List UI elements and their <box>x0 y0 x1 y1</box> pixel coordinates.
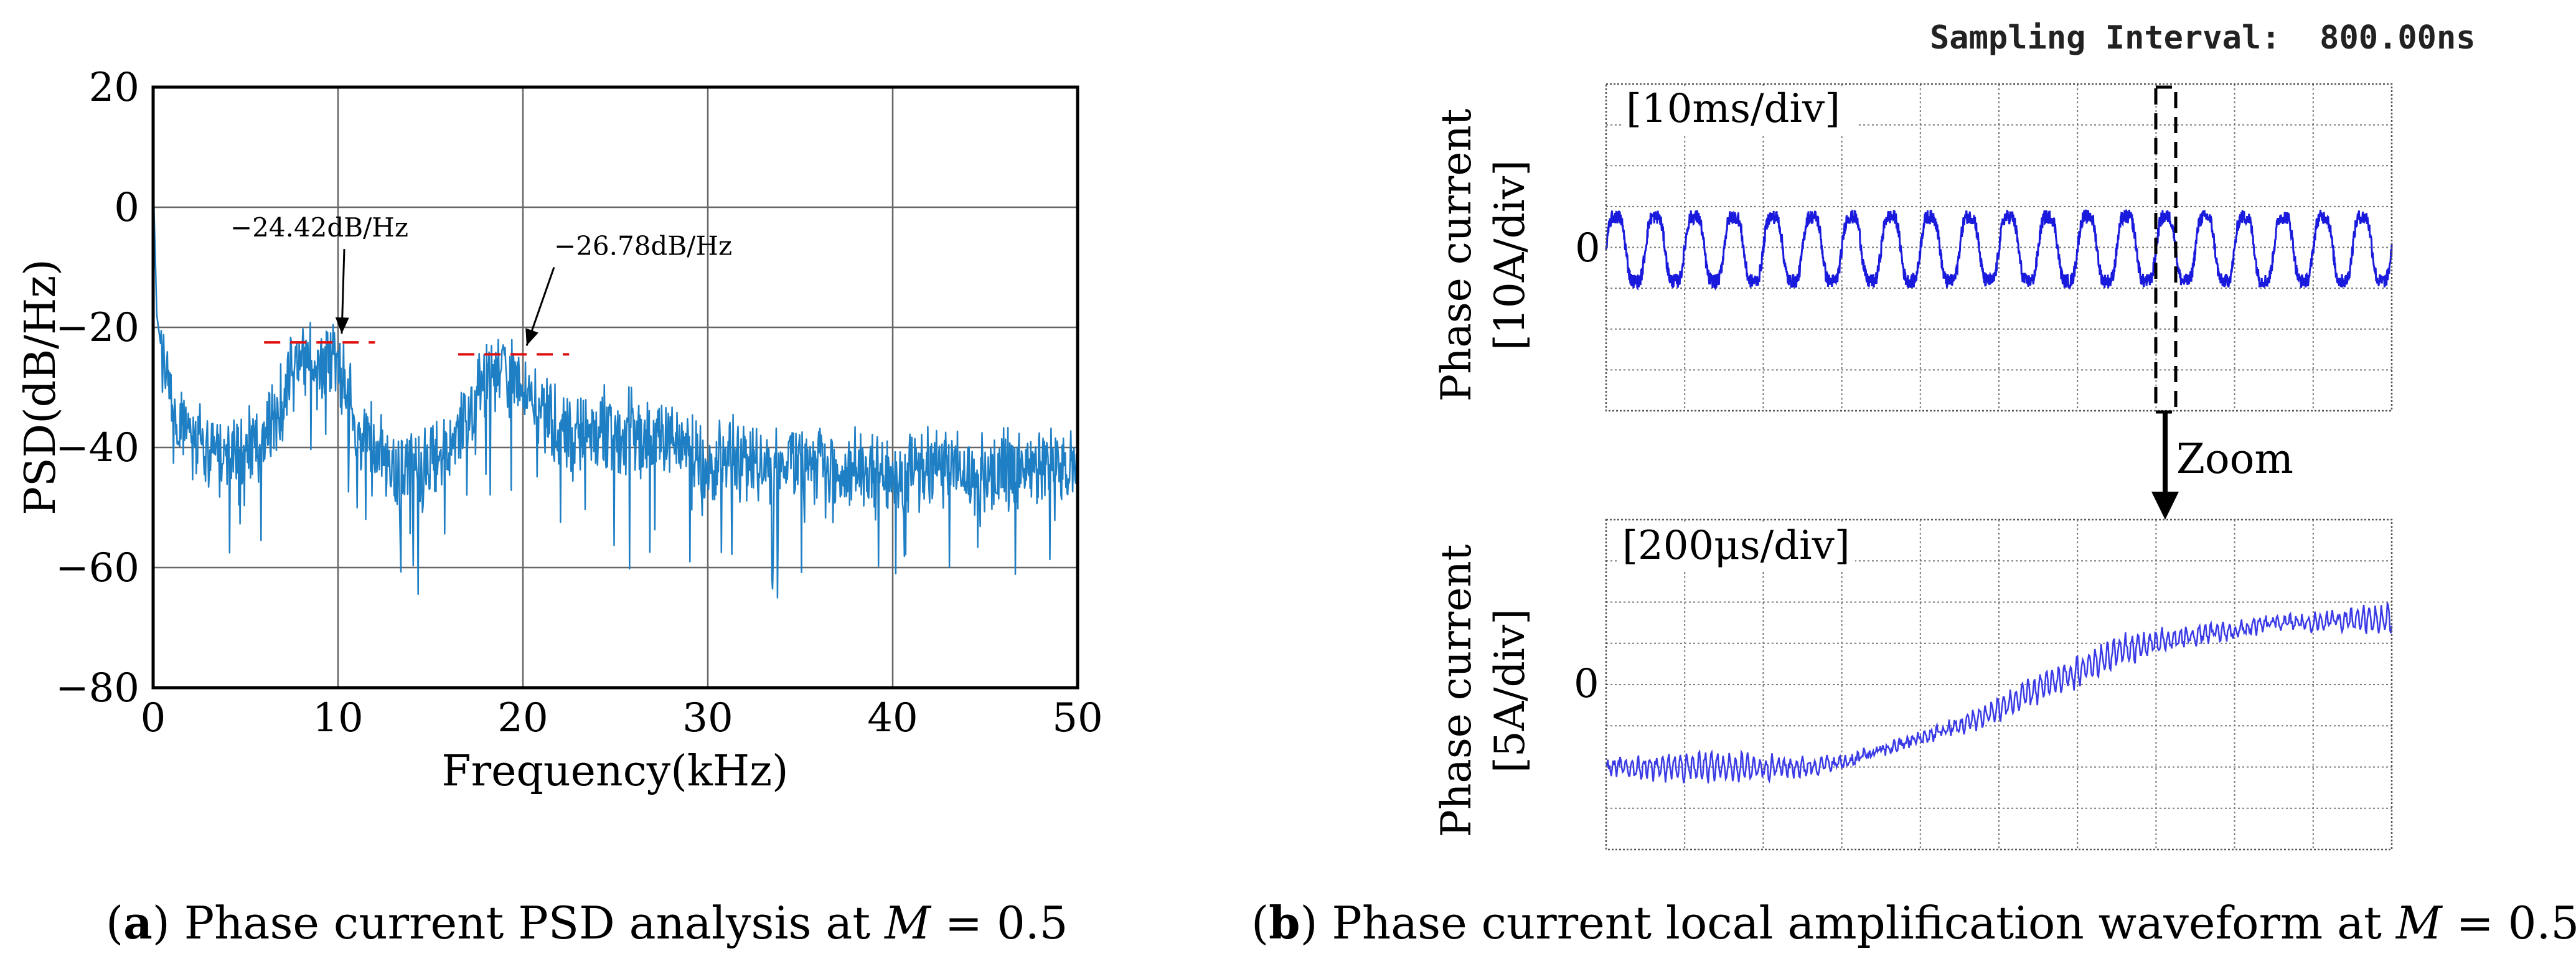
psd-y-tick-label: −20 <box>55 305 139 351</box>
psd-grid <box>153 87 1078 688</box>
psd-x-tick-label: 30 <box>682 695 733 741</box>
scope-bottom: [200μs/div] 0 Phase current [5A/div] <box>1432 518 2393 851</box>
psd-y-ticks: 20 0 −20 −40 −60 −80 <box>55 65 139 711</box>
scope-bottom-zero-label: 0 <box>1574 661 1599 707</box>
psd-x-tick-label: 20 <box>497 695 548 741</box>
psd-marker-arrowhead <box>335 317 349 334</box>
psd-plot-frame <box>151 85 1079 690</box>
zoom-arrow <box>2151 412 2179 520</box>
psd-y-tick-label: −80 <box>55 665 139 711</box>
psd-markers: −24.42dB/Hz −26.78dB/Hz <box>230 212 732 356</box>
psd-x-tick-label: 0 <box>141 695 166 741</box>
psd-y-tick-label: −40 <box>55 425 139 471</box>
scope-top-ylabel-1: Phase current <box>1432 109 1480 402</box>
scope-top-waveform <box>1605 208 2393 291</box>
zoom-region-box <box>2154 85 2178 414</box>
psd-chart: 0 10 20 30 40 50 20 0 −20 −40 −60 −80 Frequency(kH… <box>16 65 1103 796</box>
scope-bottom-waveform <box>1605 602 2393 784</box>
psd-x-tick-label: 10 <box>313 695 363 741</box>
psd-x-ticks: 0 10 20 30 40 50 <box>141 695 1103 741</box>
psd-x-tick-label: 50 <box>1052 695 1102 741</box>
psd-marker-arrowhead <box>525 328 538 346</box>
psd-y-tick-label: 20 <box>89 65 139 111</box>
psd-y-tick-label: −60 <box>55 545 139 591</box>
scope-bottom-ylabel-1: Phase current <box>1432 545 1480 838</box>
psd-x-tick-label: 40 <box>867 695 918 741</box>
psd-y-axis-label: PSD(dB/Hz) <box>16 259 65 515</box>
scope-top-scale-label: [10ms/div] <box>1626 86 1840 132</box>
scope-bottom-ylabel-2: [5A/div] <box>1486 609 1534 773</box>
scope-top-zero-label: 0 <box>1575 225 1601 271</box>
psd-x-axis-label: Frequency(kHz) <box>441 747 788 796</box>
zoom-label: Zoom <box>2176 435 2293 483</box>
scope-top-ylabel-2: [10A/div] <box>1486 160 1534 350</box>
psd-marker-label: −26.78dB/Hz <box>554 230 732 261</box>
scope-bottom-scale-bg <box>1619 523 1855 569</box>
scope-bottom-frame <box>1605 518 2393 851</box>
scope-bottom-scale-label: [200μs/div] <box>1622 523 1850 569</box>
psd-series-line <box>152 177 1079 599</box>
sampling-interval-label: Sampling Interval: 800.00ns <box>1930 19 2476 57</box>
scope-top: [10ms/div] 0 Phase current [10A/div] <box>1432 83 2393 414</box>
psd-marker-label: −24.42dB/Hz <box>230 212 408 243</box>
psd-y-tick-label: 0 <box>114 185 139 231</box>
scope-top-scale-bg <box>1622 87 1858 134</box>
scope-top-frame <box>1605 83 2393 412</box>
caption-a: (a) Phase current PSD analysis at M = 0.… <box>106 896 1068 949</box>
caption-b: (b) Phase current local amplification wa… <box>1251 896 2576 949</box>
